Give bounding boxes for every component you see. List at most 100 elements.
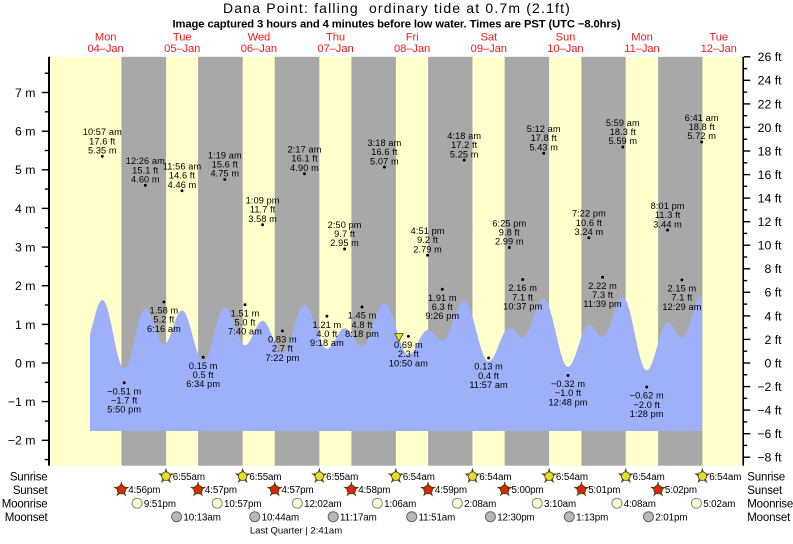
svg-text:04–Jan: 04–Jan	[87, 43, 123, 55]
svg-text:4 ft: 4 ft	[765, 309, 783, 323]
svg-text:10–Jan: 10–Jan	[547, 43, 583, 55]
svg-text:6:54am: 6:54am	[479, 472, 511, 483]
svg-text:−1.7 ft: −1.7 ft	[111, 396, 138, 406]
svg-text:1.58 m: 1.58 m	[150, 306, 179, 316]
svg-text:1.51 m: 1.51 m	[231, 308, 260, 318]
svg-text:−2 ft: −2 ft	[757, 380, 782, 394]
svg-text:14.6 ft: 14.6 ft	[169, 171, 196, 181]
svg-text:7:22 pm: 7:22 pm	[265, 353, 299, 363]
svg-text:3.58 m: 3.58 m	[248, 214, 277, 224]
svg-text:4.8 ft: 4.8 ft	[351, 320, 372, 330]
svg-text:3.44 m: 3.44 m	[653, 219, 682, 229]
svg-text:10:57 am: 10:57 am	[83, 127, 122, 137]
svg-text:4.75 m: 4.75 m	[210, 169, 239, 179]
svg-text:Moonrise: Moonrise	[747, 498, 793, 510]
svg-text:4:08am: 4:08am	[624, 499, 656, 510]
svg-text:4:51 pm: 4:51 pm	[411, 226, 445, 236]
svg-text:10.6 ft: 10.6 ft	[576, 218, 603, 228]
svg-text:5:01pm: 5:01pm	[588, 485, 620, 496]
svg-text:−1 m: −1 m	[8, 395, 36, 409]
svg-text:1:09 pm: 1:09 pm	[246, 196, 280, 206]
svg-text:Fri: Fri	[406, 32, 419, 44]
svg-text:2.99 m: 2.99 m	[495, 237, 524, 247]
svg-text:7 m: 7 m	[15, 86, 36, 100]
svg-text:6:34 pm: 6:34 pm	[186, 379, 220, 389]
svg-text:Dana Point: falling ordinary: Dana Point: falling ordinary tide at 0.7…	[223, 0, 571, 16]
svg-text:4.60 m: 4.60 m	[131, 175, 160, 185]
svg-text:4.46 m: 4.46 m	[168, 180, 197, 190]
svg-text:Sunset: Sunset	[13, 485, 49, 497]
svg-text:2.79 m: 2.79 m	[413, 244, 442, 254]
svg-text:6:55am: 6:55am	[326, 472, 358, 483]
svg-text:24 ft: 24 ft	[758, 74, 783, 88]
svg-text:−4 ft: −4 ft	[757, 404, 782, 418]
svg-text:7:40 am: 7:40 am	[228, 327, 262, 337]
svg-text:0 m: 0 m	[15, 356, 36, 370]
svg-text:5 m: 5 m	[15, 163, 36, 177]
svg-text:Tue: Tue	[173, 32, 192, 44]
svg-text:2:17 am: 2:17 am	[288, 145, 322, 155]
svg-text:Moonset: Moonset	[747, 512, 791, 524]
svg-text:5.43 m: 5.43 m	[529, 142, 558, 152]
svg-text:5.35 m: 5.35 m	[88, 146, 117, 156]
svg-text:2.22 m: 2.22 m	[588, 281, 617, 291]
svg-text:6 ft: 6 ft	[765, 286, 783, 300]
svg-text:18 ft: 18 ft	[758, 144, 783, 158]
svg-text:5:02am: 5:02am	[703, 499, 735, 510]
svg-text:2.15 m: 2.15 m	[668, 284, 697, 294]
svg-text:Image captured 3 hours and 4 m: Image captured 3 hours and 4 minutes bef…	[172, 19, 620, 31]
svg-text:6:54am: 6:54am	[403, 472, 435, 483]
svg-text:2:01pm: 2:01pm	[655, 512, 687, 523]
svg-text:Tue: Tue	[709, 32, 728, 44]
svg-text:3 m: 3 m	[15, 241, 36, 255]
svg-text:0.13 m: 0.13 m	[474, 362, 503, 372]
svg-text:Sat: Sat	[481, 32, 499, 44]
svg-text:−1.0 ft: −1.0 ft	[555, 388, 582, 398]
svg-text:5.72 m: 5.72 m	[687, 131, 716, 141]
svg-text:14 ft: 14 ft	[758, 192, 783, 206]
svg-text:8:01 pm: 8:01 pm	[651, 201, 685, 211]
svg-text:1.21 m: 1.21 m	[313, 320, 342, 330]
svg-text:9.2 ft: 9.2 ft	[417, 235, 438, 245]
svg-text:−2.0 ft: −2.0 ft	[633, 400, 660, 410]
svg-text:18.3 ft: 18.3 ft	[610, 127, 637, 137]
svg-text:18.8 ft: 18.8 ft	[689, 122, 716, 132]
svg-text:4:58pm: 4:58pm	[358, 485, 390, 496]
svg-text:5:02pm: 5:02pm	[665, 485, 697, 496]
svg-text:1:19 am: 1:19 am	[208, 150, 242, 160]
svg-text:2.3 ft: 2.3 ft	[398, 349, 419, 359]
svg-text:6:54am: 6:54am	[633, 472, 665, 483]
svg-text:1:06am: 1:06am	[384, 499, 416, 510]
svg-text:08–Jan: 08–Jan	[394, 43, 430, 55]
svg-text:12:48 pm: 12:48 pm	[548, 397, 587, 407]
svg-text:1.91 m: 1.91 m	[428, 293, 457, 303]
svg-text:7.3 ft: 7.3 ft	[592, 290, 613, 300]
svg-text:Sunset: Sunset	[747, 485, 783, 497]
svg-text:5.59 m: 5.59 m	[608, 136, 637, 146]
svg-text:0.4 ft: 0.4 ft	[478, 371, 499, 381]
svg-text:10 ft: 10 ft	[758, 239, 783, 253]
svg-text:−0.62 m: −0.62 m	[630, 391, 664, 401]
svg-text:15.1 ft: 15.1 ft	[132, 165, 159, 175]
svg-text:0.69 m: 0.69 m	[394, 340, 423, 350]
svg-text:3:18 am: 3:18 am	[367, 138, 401, 148]
svg-text:12 ft: 12 ft	[758, 215, 783, 229]
svg-text:9.8 ft: 9.8 ft	[499, 228, 520, 238]
svg-text:5.07 m: 5.07 m	[370, 156, 399, 166]
svg-text:09–Jan: 09–Jan	[471, 43, 507, 55]
svg-text:12:29 am: 12:29 am	[662, 302, 701, 312]
svg-text:8:18 pm: 8:18 pm	[345, 329, 379, 339]
svg-text:4:57pm: 4:57pm	[205, 485, 237, 496]
svg-text:10:57pm: 10:57pm	[224, 499, 261, 510]
svg-text:10:13am: 10:13am	[183, 512, 220, 523]
svg-text:1 m: 1 m	[15, 318, 36, 332]
svg-text:Sun: Sun	[556, 32, 576, 44]
svg-text:5:59 am: 5:59 am	[606, 118, 640, 128]
svg-text:8 ft: 8 ft	[765, 262, 783, 276]
svg-text:4.90 m: 4.90 m	[290, 163, 319, 173]
svg-text:4:18 am: 4:18 am	[447, 131, 481, 141]
svg-text:9:18 am: 9:18 am	[310, 338, 344, 348]
svg-text:−2 m: −2 m	[8, 434, 36, 448]
svg-text:4:59pm: 4:59pm	[435, 485, 467, 496]
svg-text:6:25 pm: 6:25 pm	[492, 218, 526, 228]
